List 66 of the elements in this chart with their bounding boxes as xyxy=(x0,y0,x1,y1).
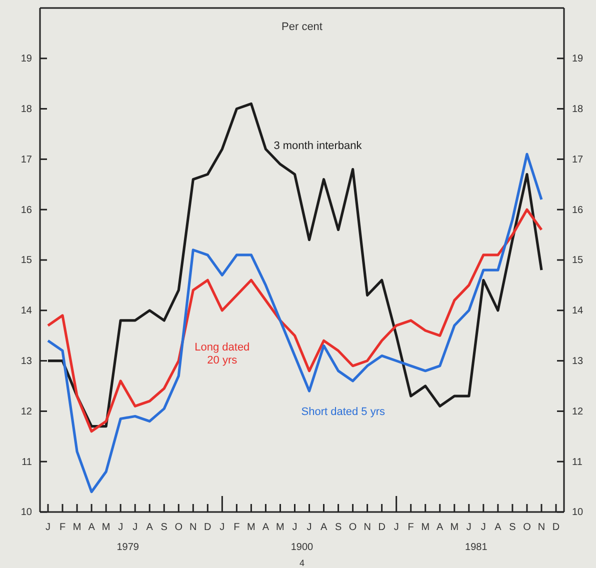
x-tick-label: M xyxy=(421,522,430,533)
x-tick-label: J xyxy=(132,522,138,533)
y-tick-label: 11 xyxy=(22,456,32,468)
y-tick-label: 19 xyxy=(20,54,32,65)
x-tick-label: S xyxy=(160,522,168,533)
x-tick-label: F xyxy=(234,522,240,533)
y2-tick-label: 11 xyxy=(572,456,583,468)
x-tick-label: D xyxy=(378,522,386,533)
x-tick-label: O xyxy=(348,522,357,533)
x-tick-label: S xyxy=(509,522,516,533)
x-tick-label: A xyxy=(320,522,328,533)
y2-tick-label: 16 xyxy=(572,204,584,216)
x-tick-label: J xyxy=(306,522,312,533)
x-tick-label: N xyxy=(364,522,371,533)
x-tick-label: M xyxy=(102,522,110,533)
y2-tick-label: 18 xyxy=(572,104,584,115)
series-label: 3 month interbank xyxy=(274,140,362,152)
y-tick-label: 18 xyxy=(20,104,32,115)
x-tick-label: J xyxy=(220,522,225,533)
x-tick-label: J xyxy=(480,522,486,533)
series-label: Long dated 20 yrs xyxy=(194,341,250,367)
text: 1981 xyxy=(465,542,488,553)
x-tick-label: J xyxy=(118,522,124,533)
x-tick-label: O xyxy=(523,522,532,533)
y2-tick-label: 13 xyxy=(572,356,584,367)
y-tick-label: 12 xyxy=(20,406,32,418)
x-tick-label: N xyxy=(538,522,546,533)
x-tick-label: F xyxy=(408,522,414,533)
x-tick-label: M xyxy=(276,522,284,533)
x-tick-label: J xyxy=(46,522,50,533)
x-tick-label: J xyxy=(292,522,298,533)
text: 1900 xyxy=(290,542,314,553)
x-tick-label: D xyxy=(204,522,212,533)
x-tick-label: A xyxy=(88,522,96,533)
x-tick-label: N xyxy=(190,522,197,533)
x-tick-label: M xyxy=(247,522,256,533)
x-tick-label: F xyxy=(59,522,66,533)
text: 1979 xyxy=(116,542,140,553)
y-tick-label: 17 xyxy=(20,154,32,166)
x-tick-label: A xyxy=(262,522,270,533)
y-tick-label: 15 xyxy=(20,255,32,266)
y2-tick-label: 14 xyxy=(572,306,584,317)
x-tick-label: A xyxy=(494,522,502,533)
x-tick-label: S xyxy=(334,522,342,533)
y-tick-label: 13 xyxy=(20,356,32,367)
x-tick-label: M xyxy=(72,522,82,533)
y-tick-label: 16 xyxy=(20,204,32,216)
y2-tick-label: 17 xyxy=(572,154,584,166)
x-tick-label: M xyxy=(450,522,459,533)
y-tick-label: 14 xyxy=(20,306,32,317)
x-tick-label: J xyxy=(394,522,399,533)
y2-tick-label: 10 xyxy=(572,507,584,518)
x-tick-label: D xyxy=(552,522,560,533)
y2-tick-label: 12 xyxy=(572,406,584,418)
y2-tick-label: 19 xyxy=(572,54,584,65)
x-tick-label: A xyxy=(436,522,444,533)
x-tick-label: A xyxy=(146,522,154,533)
y2-tick-label: 15 xyxy=(572,255,584,266)
text: Per cent xyxy=(282,21,322,33)
y-tick-label: 10 xyxy=(20,507,32,518)
line-series xyxy=(46,208,543,433)
series-label: Short dated 5 yrs xyxy=(301,406,386,418)
x-tick-label: O xyxy=(174,522,183,533)
x-tick-label: J xyxy=(466,522,472,533)
line-series xyxy=(46,152,543,494)
text: 4 xyxy=(299,558,305,568)
